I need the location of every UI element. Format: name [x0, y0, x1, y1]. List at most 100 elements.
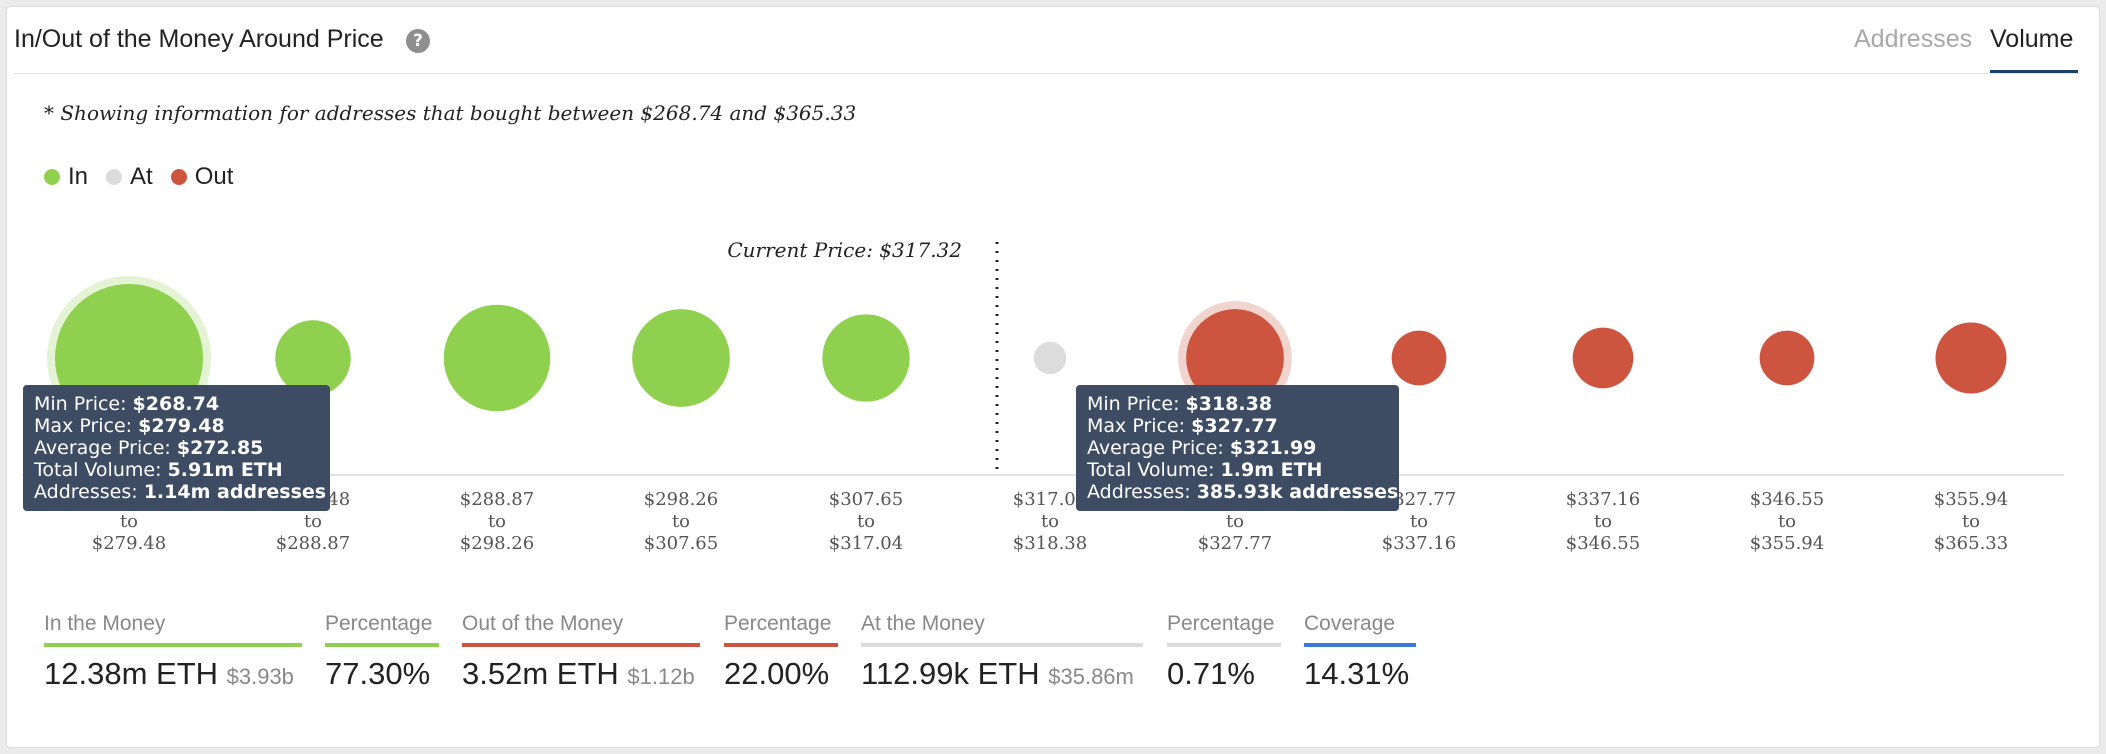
legend-dot-in — [44, 169, 60, 185]
stat-usd-value: $1.12b — [627, 664, 695, 689]
stat-label: In the Money — [44, 612, 302, 647]
stat-value: 77.30% — [325, 656, 431, 691]
tooltip-row-value: $272.85 — [176, 437, 264, 459]
stat-percentage: Percentage 22.00% — [724, 612, 838, 692]
tooltip-row-label: Min Price: — [34, 393, 133, 415]
bubble-5[interactable] — [822, 314, 910, 402]
tooltip-row-value: 1.9m ETH — [1220, 459, 1323, 481]
tick-label-10-1: $346.55 — [1750, 489, 1824, 510]
stat-at-the-money: At the Money 112.99k ETH $35.86m — [861, 612, 1143, 692]
active-tab-indicator — [1990, 70, 2078, 73]
stat-value: 0.71% — [1167, 656, 1255, 691]
tick-label-4-2: to — [672, 511, 690, 532]
stat-value: 3.52m ETH $1.12b — [462, 656, 695, 691]
bubble-11[interactable] — [1935, 322, 2007, 394]
legend-dot-out — [170, 169, 187, 185]
tick-label-10-2: to — [1778, 511, 1796, 532]
stat-usd-value: $35.86m — [1048, 664, 1134, 689]
page-title: In/Out of the Money Around Price — [14, 25, 384, 53]
tick-label-5-1: $307.65 — [829, 489, 903, 510]
stat-in-the-money: In the Money 12.38m ETH $3.93b — [44, 612, 302, 692]
tooltip-row: Average Price: $321.99 — [1087, 437, 1388, 459]
stat-label: Percentage — [325, 612, 439, 647]
tick-label-8-1: $327.77 — [1382, 489, 1456, 510]
stat-label: Percentage — [1167, 612, 1281, 647]
tooltip-row-value: $327.77 — [1191, 415, 1278, 437]
tick-label-7-2: to — [1226, 511, 1244, 532]
bubble-6[interactable] — [1033, 341, 1067, 375]
legend-item-out[interactable]: Out — [170, 163, 234, 191]
tooltip-row-label: Total Volume: — [34, 459, 168, 481]
tooltip-bucket-7: Min Price: $318.38 Max Price: $327.77 Aver… — [1076, 385, 1399, 511]
stat-label: Out of the Money — [462, 612, 700, 647]
legend-dot-at — [106, 169, 123, 185]
tooltip-row: Total Volume: 1.9m ETH — [1087, 459, 1388, 481]
tick-label-3-1: $288.87 — [460, 489, 534, 510]
stat-value: 112.99k ETH $35.86m — [861, 656, 1134, 691]
current-price-label: Current Price: $317.32 — [727, 238, 962, 262]
bubble-8[interactable] — [1391, 330, 1447, 386]
bubble-7[interactable] — [1186, 309, 1284, 407]
bubble-4[interactable] — [632, 309, 730, 407]
tick-label-6-3: $318.38 — [1013, 533, 1087, 554]
tick-label-1-2: to — [120, 511, 138, 532]
tick-label-11-1: $355.94 — [1934, 489, 2008, 510]
tooltip-row-label: Average Price: — [1087, 437, 1230, 459]
tick-label-5-3: $317.04 — [829, 533, 903, 554]
tooltip-row-value: $318.38 — [1185, 393, 1273, 415]
tick-label-10-3: $355.94 — [1750, 533, 1824, 554]
help-icon[interactable]: ? — [406, 29, 430, 53]
tooltip-row: Min Price: $268.74 — [34, 393, 319, 415]
tick-label-9-1: $337.16 — [1566, 489, 1640, 510]
tab-volume[interactable]: Volume — [1990, 25, 2074, 53]
tick-label-5-2: to — [857, 511, 875, 532]
tooltip-row-label: Addresses: — [34, 481, 144, 503]
legend-item-at[interactable]: At — [106, 163, 153, 191]
tick-label-2-3: $288.87 — [276, 533, 350, 554]
tooltip-row: Max Price: $327.77 — [1087, 415, 1388, 437]
tooltip-row: Average Price: $272.85 — [34, 437, 319, 459]
stat-value: 14.31% — [1304, 656, 1410, 691]
bubble-2[interactable] — [275, 320, 351, 396]
bubble-9[interactable] — [1572, 327, 1634, 389]
tooltip-row-label: Total Volume: — [1087, 459, 1221, 481]
tick-label-11-2: to — [1962, 511, 1980, 532]
info-note: * Showing information for addresses that… — [44, 101, 857, 125]
tooltip-row: Addresses: 385.93k addresses — [1087, 481, 1398, 503]
bubble-3[interactable] — [443, 304, 551, 412]
tick-label-2-2: to — [304, 511, 322, 532]
tick-label-4-3: $307.65 — [644, 533, 718, 554]
tick-label-3-3: $298.26 — [460, 533, 534, 554]
tooltip-row-value: $321.99 — [1229, 437, 1317, 459]
tooltip-row: Min Price: $318.38 — [1087, 393, 1388, 415]
tick-label-3-2: to — [488, 511, 506, 532]
tooltip-row-label: Max Price: — [1087, 415, 1192, 437]
tooltip-row-value: $279.48 — [138, 415, 225, 437]
tick-label-11-3: $365.33 — [1934, 533, 2008, 554]
tooltip-row-value: $268.74 — [132, 393, 220, 415]
stat-usd-value: $3.93b — [226, 664, 294, 689]
tick-label-7-3: $327.77 — [1198, 533, 1272, 554]
stat-label: Coverage — [1304, 612, 1416, 647]
stat-value: 12.38m ETH $3.93b — [44, 656, 294, 691]
chart-legend: In At Out — [44, 163, 251, 191]
legend-label-in: In — [68, 163, 89, 190]
legend-label-at: At — [130, 163, 153, 190]
tick-label-9-3: $346.55 — [1566, 533, 1640, 554]
stat-coverage: Coverage 14.31% — [1304, 612, 1416, 692]
tooltip-row-value: 5.91m ETH — [167, 459, 283, 481]
tab-addresses[interactable]: Addresses — [1854, 25, 1973, 53]
legend-label-out: Out — [194, 163, 234, 190]
tooltip-bucket-1: Min Price: $268.74 Max Price: $279.48 Aver… — [23, 385, 330, 511]
tooltip-row: Addresses: 1.14m addresses — [34, 481, 326, 503]
stat-percentage: Percentage 0.71% — [1167, 612, 1281, 692]
tooltip-row: Total Volume: 5.91m ETH — [34, 459, 319, 481]
tick-label-8-2: to — [1410, 511, 1428, 532]
stat-percentage: Percentage 77.30% — [325, 612, 439, 692]
tooltip-row: Max Price: $279.48 — [34, 415, 319, 437]
chart-card — [6, 6, 2100, 748]
header-divider — [14, 73, 2080, 74]
stat-value: 22.00% — [724, 656, 830, 691]
bubble-10[interactable] — [1759, 330, 1815, 386]
legend-item-in[interactable]: In — [44, 163, 88, 191]
